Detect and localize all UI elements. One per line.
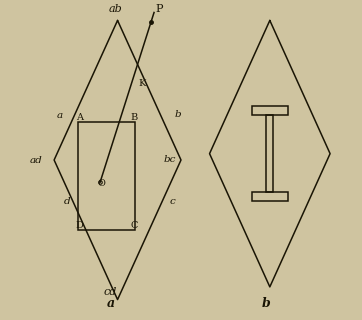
Text: d: d [63,197,70,206]
Text: b: b [262,297,270,310]
Text: D: D [75,221,83,230]
Bar [266,115,273,192]
Text: A: A [76,113,83,122]
Text: O: O [97,179,105,188]
Text: b: b [174,109,181,118]
Text: C: C [130,221,138,230]
Text: P: P [155,4,163,14]
Text: B: B [130,113,138,122]
Bar [78,122,135,230]
Text: bc: bc [163,155,176,164]
Text: cd: cd [104,287,117,297]
Text: ab: ab [109,4,123,14]
Text: a: a [106,297,115,310]
Text: K: K [139,79,146,88]
Text: a: a [57,111,63,120]
Bar [252,192,288,201]
Bar [252,106,288,115]
Text: c: c [170,197,176,206]
Text: ad: ad [29,156,42,164]
